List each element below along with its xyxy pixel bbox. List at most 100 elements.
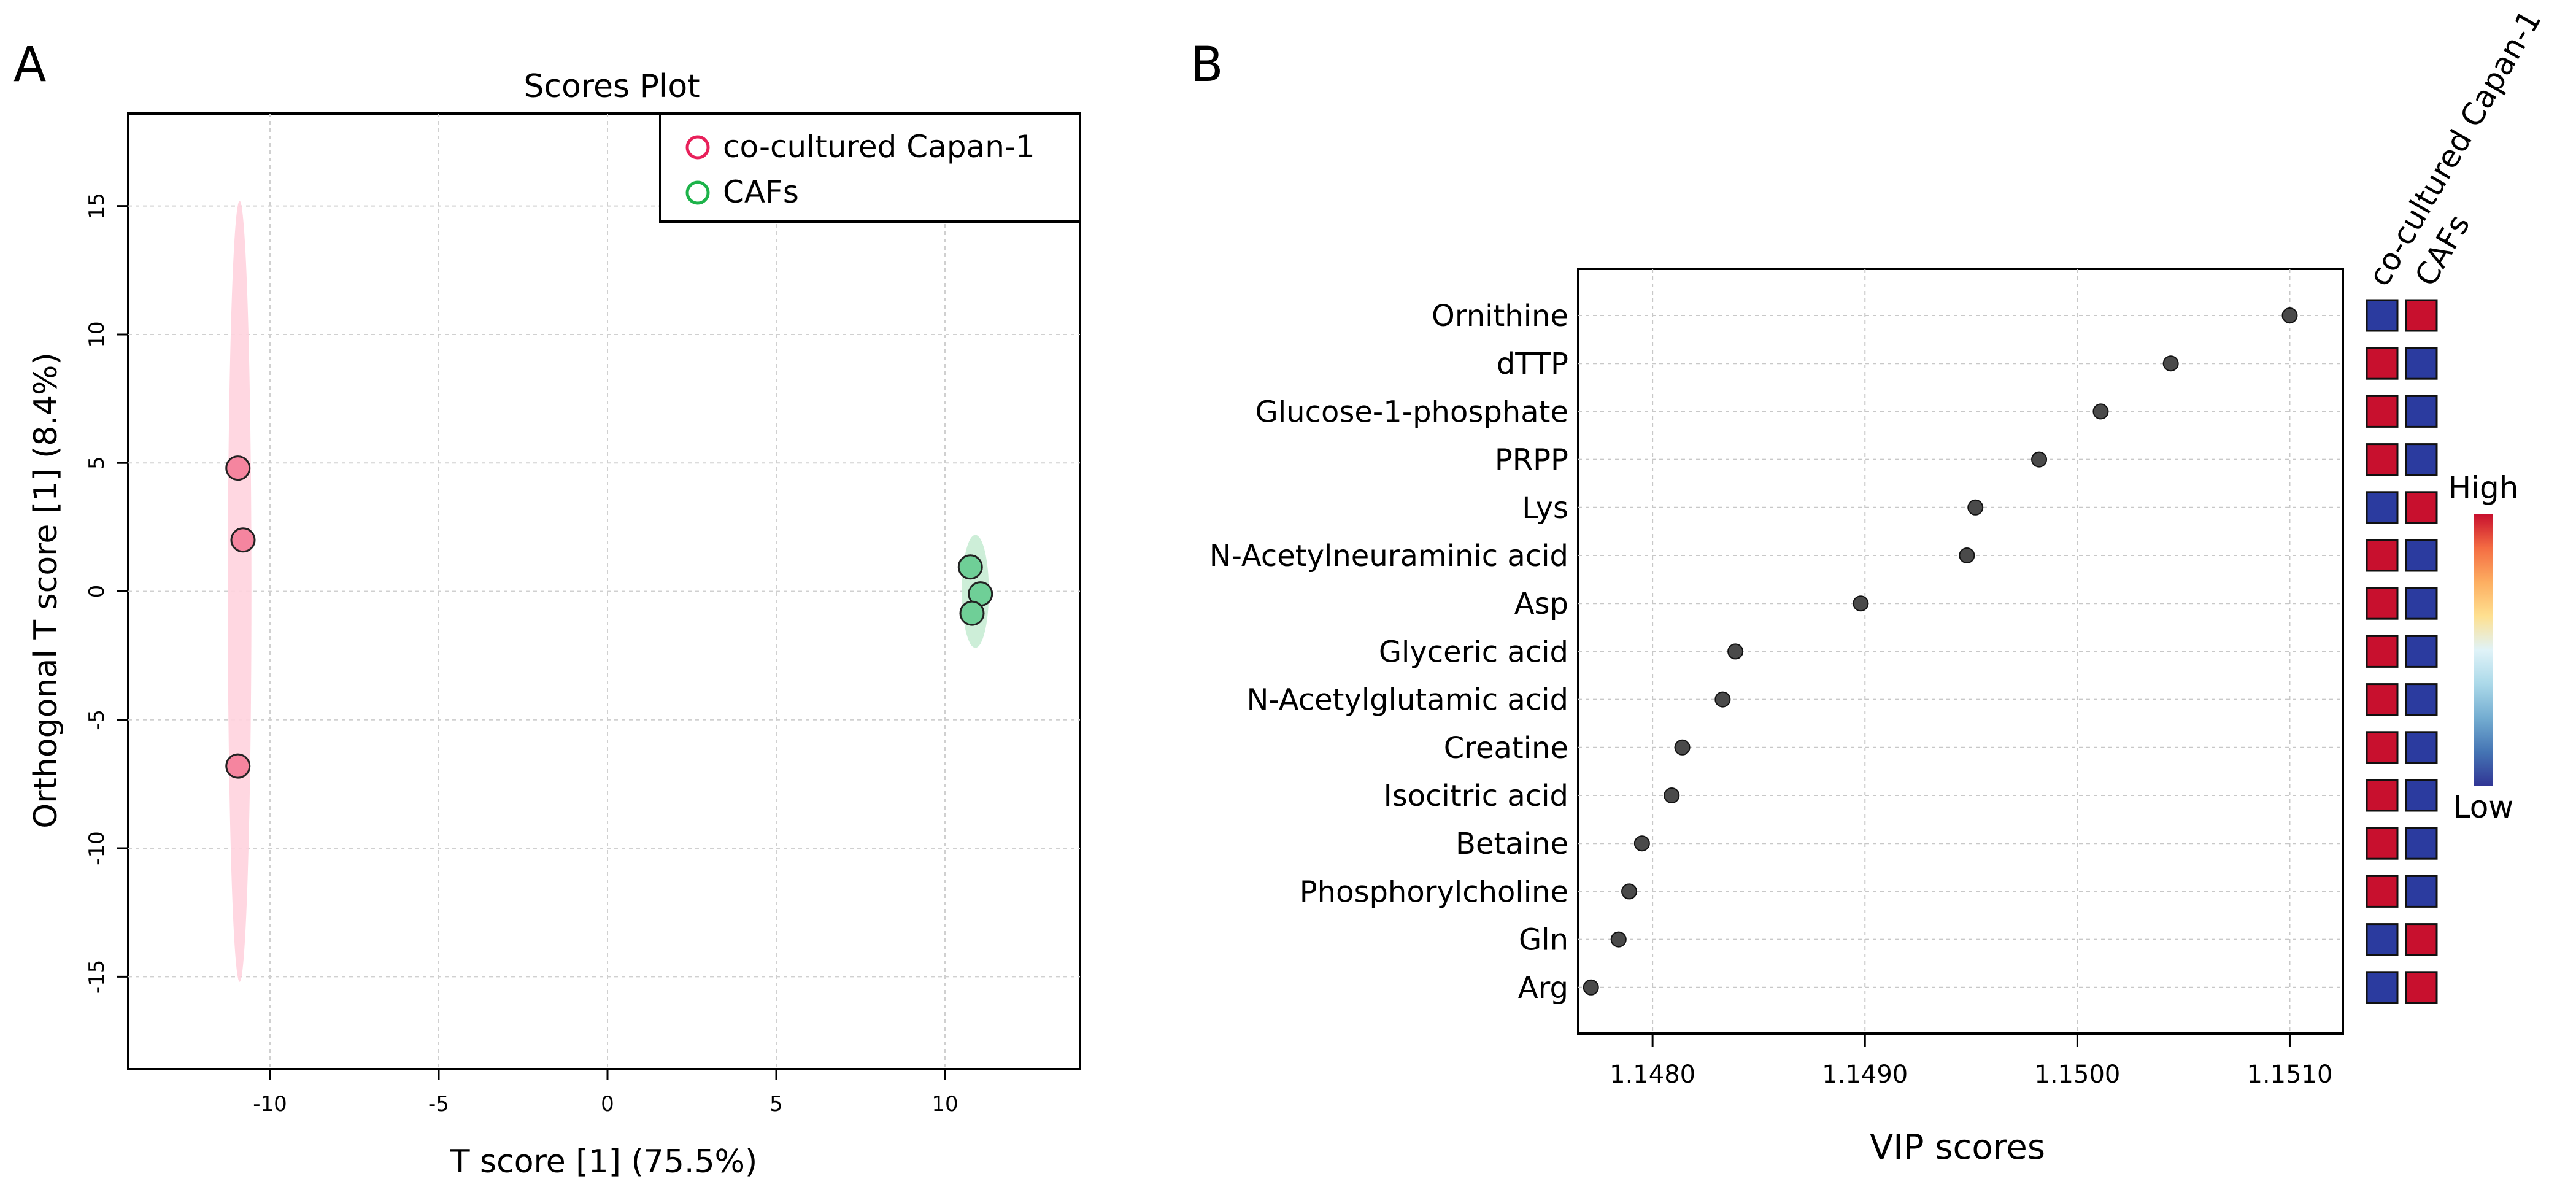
color-scale-low-label: Low: [2453, 789, 2513, 825]
y-tick-label: -10: [85, 831, 109, 865]
heatmap-cell-cafs: [2405, 443, 2438, 476]
vip-x-ticks: 1.1480 1.1490 1.1500 1.1510: [1610, 1034, 2332, 1089]
metabolite-label: N-Acetylglutamic acid: [1247, 683, 1568, 717]
vip-scores-panel: B Ornithine dTTP Glucose-1-phosphate PRPP Ly…: [1190, 4, 2548, 1167]
score-point-capan1: [230, 527, 256, 553]
heatmap-cell-cafs: [2405, 971, 2438, 1004]
metabolite-label: Gln: [1519, 923, 1568, 957]
vip-point: [1664, 787, 1680, 803]
heatmap-cell-cafs: [2405, 731, 2438, 764]
heatmap-cell-cafs: [2405, 779, 2438, 812]
scores-x-axis-label: T score [1] (75.5%): [450, 1143, 758, 1180]
heatmap-cell-cafs: [2405, 539, 2438, 572]
color-scale-high-label: High: [2448, 470, 2519, 506]
heatmap-cell-cafs: [2405, 491, 2438, 524]
metabolite-labels: Ornithine dTTP Glucose-1-phosphate PRPP Lys N…: [1209, 299, 1568, 1005]
panel-label-a: A: [13, 37, 46, 93]
panel-label-b: B: [1190, 37, 1224, 93]
score-point-capan1: [225, 455, 251, 481]
y-tick-label: 15: [85, 193, 109, 219]
vip-point: [1674, 739, 1691, 756]
vip-point: [1959, 547, 1975, 563]
heatmap-cell-capan1: [2366, 971, 2399, 1004]
vip-point: [1853, 595, 1869, 612]
heatmap-cell-cafs: [2405, 875, 2438, 908]
metabolite-label: Asp: [1514, 587, 1568, 621]
heatmap-cell-capan1: [2366, 539, 2399, 572]
scores-plot-grid: [128, 114, 1080, 1069]
x-tick-label: 1.1510: [2246, 1061, 2332, 1089]
heatmap-cell-capan1: [2366, 587, 2399, 620]
legend-marker-capan1: [685, 135, 710, 160]
score-point-capan1: [225, 753, 251, 779]
x-tick-label: -5: [428, 1092, 449, 1116]
color-scale-legend: High Low: [2448, 470, 2519, 825]
scores-x-ticks: -10 -5 0 5 10: [253, 1069, 958, 1116]
heatmap-cell-cafs: [2405, 683, 2438, 716]
metabolite-label: Betaine: [1456, 827, 1568, 861]
legend-label-capan1: co-cultured Capan-1: [723, 129, 1035, 164]
scores-plot-panel: A Scores Plot -10 -5 0 5 10 -15 -10 -5 0 5 10 15 T…: [13, 37, 1081, 1180]
y-tick-label: 10: [85, 321, 109, 347]
y-tick-label: 5: [85, 456, 109, 470]
legend-box: [659, 112, 1081, 223]
heatmap-cell-capan1: [2366, 395, 2399, 428]
metabolite-label: Phosphorylcholine: [1300, 875, 1568, 909]
confidence-ellipse-capan1: [228, 201, 252, 982]
metabolite-label: Glyceric acid: [1379, 635, 1568, 669]
heatmap-cell-cafs: [2405, 587, 2438, 620]
heatmap-cell-cafs: [2405, 923, 2438, 956]
x-tick-label: 5: [769, 1092, 783, 1116]
score-point-cafs: [957, 554, 983, 580]
vip-point: [1633, 835, 1650, 852]
vip-point: [1967, 499, 1984, 516]
vip-point: [2092, 403, 2109, 420]
vip-x-axis-label: VIP scores: [1870, 1127, 2045, 1167]
heatmap-cell-capan1: [2366, 731, 2399, 764]
y-tick-label: -5: [85, 710, 109, 730]
vip-point: [1583, 979, 1599, 996]
scores-points: [225, 455, 993, 779]
scores-plot-title: Scores Plot: [523, 68, 700, 105]
vip-point: [1621, 883, 1638, 900]
vip-points: [1583, 307, 2298, 996]
heatmap-cell-capan1: [2366, 875, 2399, 908]
metabolite-label: Arg: [1518, 971, 1568, 1005]
metabolite-label: Isocitric acid: [1384, 779, 1568, 813]
heatmap-cell-capan1: [2366, 923, 2399, 956]
x-tick-label: 1.1490: [1822, 1061, 1908, 1089]
heatmap-cell-cafs: [2405, 395, 2438, 428]
metabolite-label: PRPP: [1495, 443, 1568, 478]
legend-label-cafs: CAFs: [723, 174, 799, 210]
heatmap-cell-capan1: [2366, 683, 2399, 716]
vip-point: [1714, 691, 1731, 708]
heatmap-cell-capan1: [2366, 779, 2399, 812]
heatmap-cell-cafs: [2405, 347, 2438, 380]
vip-grid: [1578, 269, 2343, 1034]
x-tick-label: -10: [253, 1092, 287, 1116]
y-tick-label: -15: [85, 960, 109, 994]
metabolite-label: Glucose-1-phosphate: [1255, 395, 1568, 429]
x-tick-label: 1.1480: [1610, 1061, 1695, 1089]
heatmap-cell-capan1: [2366, 443, 2399, 476]
vip-point: [2162, 355, 2179, 372]
metabolite-label: Ornithine: [1432, 299, 1568, 333]
x-tick-label: 0: [601, 1092, 614, 1116]
scores-legend: co-cultured Capan-1 CAFs: [659, 112, 1081, 223]
heatmap-cell-capan1: [2366, 827, 2399, 860]
vip-point: [1727, 643, 1744, 660]
legend-marker-cafs: [685, 180, 710, 205]
metabolite-label: N-Acetylneuraminic acid: [1209, 539, 1568, 573]
color-scale-bar: [2474, 514, 2493, 786]
heatmap-cell-capan1: [2366, 491, 2399, 524]
x-tick-label: 1.1500: [2034, 1061, 2120, 1089]
scores-y-ticks: -15 -10 -5 0 5 10 15: [85, 193, 128, 994]
metabolite-label: dTTP: [1497, 347, 1568, 381]
heatmap-cell-capan1: [2366, 347, 2399, 380]
metabolite-label: Creatine: [1444, 731, 1568, 765]
metabolite-label: Lys: [1522, 491, 1568, 525]
heatmap-cell-cafs: [2405, 299, 2438, 332]
heatmap-cell-cafs: [2405, 827, 2438, 860]
scores-y-axis-label: Orthogonal T score [1] (8.4%): [28, 352, 64, 829]
